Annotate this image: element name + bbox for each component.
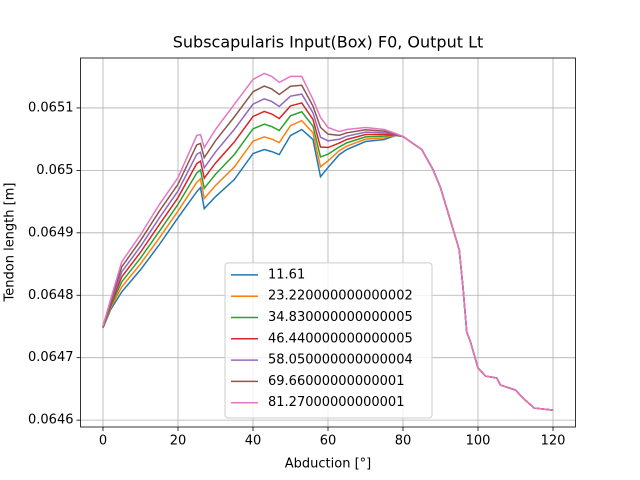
x-tick-label: 0 — [99, 434, 107, 449]
series-line — [102, 72, 554, 411]
x-tick-label: 40 — [245, 434, 262, 449]
y-axis-label: Tendon length [m] — [3, 183, 18, 303]
legend-label: 34.830000000000005 — [268, 310, 413, 325]
legend-label: 11.61 — [268, 267, 305, 282]
chart-title: Subscapularis Input(Box) F0, Output Lt — [173, 33, 484, 52]
legend-box — [224, 262, 433, 419]
y-tick-label: 0.065 — [36, 163, 73, 178]
x-tick-label: 60 — [320, 434, 337, 449]
x-tick-label: 80 — [395, 434, 412, 449]
legend-label: 46.440000000000005 — [268, 331, 413, 346]
legend-label: 69.66000000000001 — [268, 374, 404, 389]
legend-label: 23.220000000000002 — [268, 289, 413, 304]
x-tick-label: 20 — [170, 434, 187, 449]
y-tick-label: 0.0648 — [28, 288, 74, 303]
y-tick-label: 0.0651 — [28, 100, 74, 115]
x-tick-label: 100 — [466, 434, 491, 449]
y-tick-label: 0.0647 — [28, 350, 74, 365]
x-tick-label: 120 — [541, 434, 566, 449]
legend-label: 58.050000000000004 — [268, 353, 413, 368]
x-axis-label: Abduction [°] — [285, 457, 371, 472]
axes-frame — [80, 57, 576, 428]
y-tick-label: 0.0649 — [28, 225, 74, 240]
legend-label: 81.27000000000001 — [268, 395, 404, 410]
y-tick-label: 0.0646 — [28, 413, 74, 428]
